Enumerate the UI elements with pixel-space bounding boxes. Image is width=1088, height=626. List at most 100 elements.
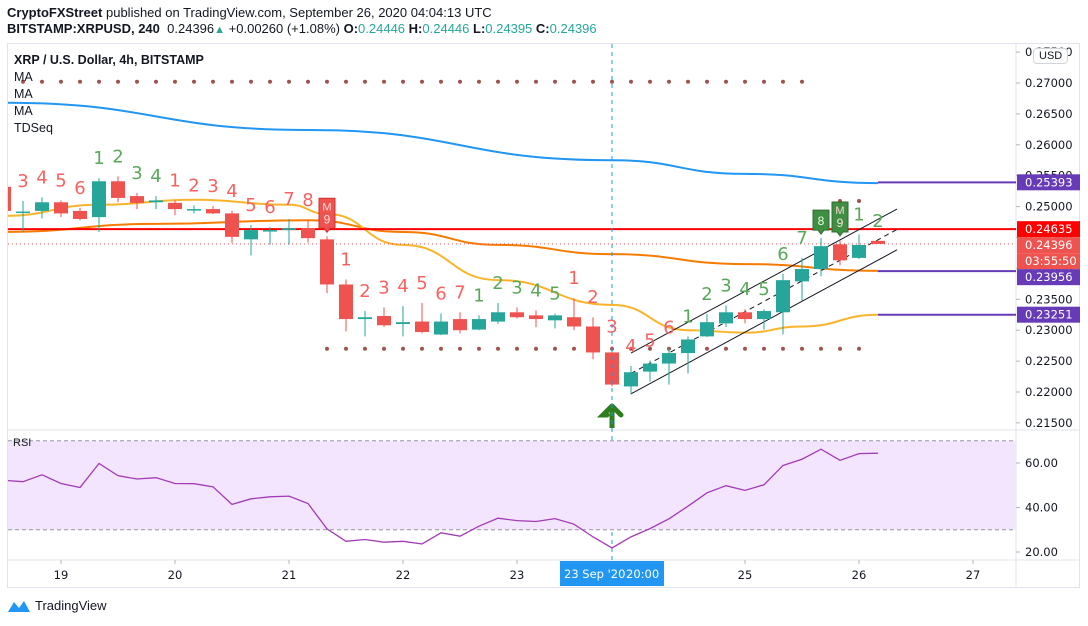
candle: 2 — [111, 146, 125, 203]
price-change: +0.00260 (+1.08%) — [228, 21, 340, 36]
td-count-label: 1 — [169, 170, 180, 191]
candle-body — [700, 322, 714, 337]
crosshair-time-label-bg — [560, 561, 664, 586]
price-tick-label: 0.25000 — [1025, 200, 1073, 214]
td-count-label: 2 — [188, 175, 199, 196]
td-count-label: 4 — [530, 280, 541, 301]
candle-body — [415, 321, 429, 333]
candle-body — [776, 280, 790, 313]
time-tick-label: 21 — [282, 568, 297, 582]
legend-tdseq[interactable]: TDSeq — [14, 121, 53, 135]
price-label: 0.25393 — [1025, 175, 1073, 189]
ma-orange-line — [8, 219, 879, 272]
footer-brand: TradingView — [35, 598, 107, 613]
candle: 4 — [624, 336, 638, 395]
td-count-label: 3 — [17, 171, 28, 192]
candle-body — [738, 312, 752, 320]
symbol-info: BITSTAMP:XRPUSD, 240 0.24396▲ +0.00260 (… — [7, 21, 597, 36]
candle-body — [111, 181, 125, 198]
td-badge-text: 9 — [837, 216, 844, 230]
currency-button[interactable]: USD — [1033, 48, 1069, 64]
open-label: O: — [343, 21, 359, 36]
td-count-label: 5 — [245, 195, 256, 216]
candle: 5 — [548, 284, 562, 329]
legend-ma-2[interactable]: MA — [14, 87, 33, 101]
td-count-label: 5 — [644, 330, 655, 351]
crosshair-time-label: 20:00 — [626, 567, 659, 581]
td-count-label: 8 — [302, 190, 313, 211]
candle: 4 — [149, 166, 163, 210]
candle-body — [814, 246, 828, 270]
open-value: 0.24446 — [358, 21, 406, 36]
candle: 4 — [738, 279, 752, 324]
legend-ma-1[interactable]: MA — [14, 70, 33, 84]
td-count-label: 4 — [226, 181, 237, 202]
candle: 8 — [301, 190, 315, 243]
td-count-label: 2 — [701, 284, 712, 305]
candle-body — [187, 209, 201, 211]
td-count-label: 6 — [74, 178, 85, 199]
candle: 2 — [187, 175, 201, 214]
candle: 4 — [396, 276, 410, 337]
time-tick-label: 19 — [54, 568, 69, 582]
candle: 3 — [130, 163, 144, 210]
price-label: 0.24635 — [1025, 222, 1073, 236]
price-label: 0.23251 — [1025, 308, 1073, 322]
legend-ma-3[interactable]: MA — [14, 104, 33, 118]
last-price: 0.24396 — [167, 21, 215, 36]
candle: 5 — [643, 330, 657, 382]
rsi-tick-label: 60.00 — [1025, 456, 1058, 470]
candle-body — [339, 284, 353, 320]
candle-body — [624, 372, 638, 387]
td-count-label: 3 — [378, 277, 389, 298]
publish-info: CryptoFXStreet published on TradingView.… — [7, 5, 492, 20]
candle: 6 — [776, 244, 790, 335]
candle: M9 — [831, 201, 849, 266]
td-badge — [812, 209, 830, 235]
td-count-label: 1 — [93, 148, 104, 169]
candle: 6 — [662, 318, 676, 385]
candle-body — [871, 240, 885, 244]
time-axis[interactable]: 19 20 21 22 23 25 26 27 23 Sep '20 20:00 — [54, 560, 981, 586]
td-count-label: 4 — [397, 276, 408, 297]
candle-body — [130, 196, 144, 203]
price-axis[interactable]: 0.275000.270000.265000.260000.255000.250… — [1016, 45, 1080, 430]
rsi-line — [8, 448, 879, 549]
chart-legend: XRP / U.S. Dollar, 4h, BITSTAMP MA MA MA… — [14, 52, 204, 137]
rsi-tick-label: 20.00 — [1025, 545, 1058, 559]
td-count-label: 7 — [454, 282, 465, 303]
close-value: 0.24396 — [549, 21, 597, 36]
legend-title: XRP / U.S. Dollar, 4h, BITSTAMP — [14, 53, 204, 67]
td-count-label: 7 — [283, 189, 294, 210]
price-tick-label: 0.22000 — [1025, 385, 1073, 399]
candle-body — [852, 244, 866, 258]
up-triangle-icon: ▲ — [214, 24, 226, 36]
td-count-label: 5 — [549, 284, 560, 305]
candle: 2 — [586, 287, 600, 360]
price-label-bg — [1017, 237, 1080, 254]
td-count-label: 5 — [55, 170, 66, 191]
candle: 6 — [434, 284, 448, 336]
candle-body — [54, 202, 68, 214]
candle-body — [833, 244, 847, 261]
candle: 5 — [244, 195, 258, 256]
price-label-bg — [1017, 221, 1080, 238]
candle-body — [225, 213, 239, 237]
low-value: 0.24395 — [485, 21, 533, 36]
candle: 5 — [54, 170, 68, 218]
td-count-label: 1 — [853, 204, 864, 225]
time-tick-label: 20 — [168, 568, 183, 582]
candle-body — [206, 209, 220, 214]
td-count-label: 3 — [511, 277, 522, 298]
td-badge-text: 8 — [818, 214, 825, 228]
candle-body — [168, 202, 182, 210]
tradingview-logo[interactable]: TradingView — [7, 598, 107, 613]
candle: 7 — [453, 282, 467, 334]
candle-body — [491, 312, 505, 322]
td-count-label: 4 — [150, 166, 161, 187]
price-tick-label: 0.22500 — [1025, 354, 1073, 368]
td-count-label: 1 — [568, 268, 579, 289]
candle-body — [643, 363, 657, 372]
candle-body — [73, 210, 87, 219]
